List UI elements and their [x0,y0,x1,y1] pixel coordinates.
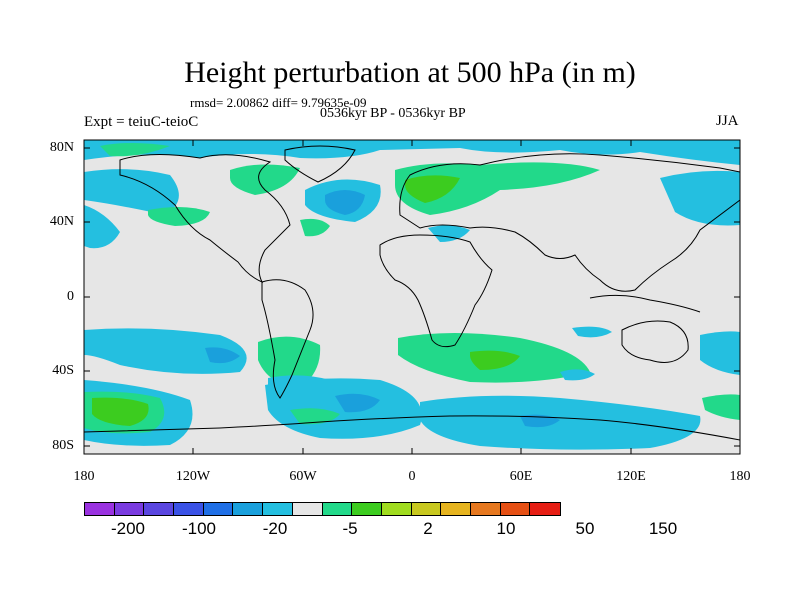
coastline-south-america [261,279,314,399]
y-tick-label: 0 [67,289,74,304]
colorbar-swatch [174,503,204,515]
period-label: 0536kyr BP - 0536kyr BP [320,106,466,121]
colorbar-swatch [85,503,115,515]
contour-cyan [700,331,740,375]
y-tick-label: 40N [49,214,74,229]
y-tick-label: 80N [49,140,74,155]
x-tick-label: 180 [73,469,95,484]
coastline-eurasia [399,153,740,292]
tick-marks [84,140,740,454]
coastline-greenland [284,145,356,183]
colorbar-label: 150 [648,519,678,538]
coastline-indonesia [589,294,701,313]
colorbar-swatch [144,503,175,515]
colorbar-swatch [381,503,412,515]
contour-cyan [84,169,179,215]
contour-cyan [428,225,470,242]
contour-blue [205,347,240,364]
colorbar-swatch [292,503,323,515]
contour-green [300,218,330,237]
colorbar-label: -100 [181,519,217,538]
coastline-africa [379,234,493,348]
colorbar-label: 2 [423,519,433,538]
colorbar-label: 10 [496,519,516,538]
contour-green [148,206,210,226]
x-tick-label: 120W [175,469,211,484]
x-tick-label: 120E [616,469,646,484]
map-title: Height perturbation at 500 hPa (in m) [184,56,636,89]
contour-cyan [84,140,740,165]
x-tick-label: 0 [408,469,416,484]
contour-green [702,394,740,420]
colorbar-label: -200 [110,519,146,538]
x-tick-label: 180 [729,469,751,484]
colorbar-swatch [411,503,442,515]
y-tick-label: 80S [52,438,74,453]
contour-green [470,350,520,370]
colorbar-swatch [114,503,145,515]
y-tick-label: 40S [52,363,74,378]
season-label: JJA [716,113,739,129]
experiment-label: Expt = teiuC-teioC [84,114,199,130]
coastlines [84,145,740,441]
contour-cyan [84,205,120,249]
stats-line: rmsd= 2.00862 diff= 9.79635e-09 [190,95,367,110]
coastline-north-america [119,153,291,283]
contour-cyan [420,395,701,450]
colorbar-swatch [500,503,531,515]
contour-cyan [660,170,740,226]
contour-green [92,397,149,426]
colorbar-swatch [352,503,382,515]
colorbar-swatch [470,503,501,515]
colorbar-label: -5 [342,519,358,538]
contour-cyan [84,328,247,374]
contour-green [230,164,300,195]
contour-green [100,143,170,157]
colorbar-swatch [233,503,264,515]
contour-cyan [560,369,595,381]
x-tick-label: 60E [509,469,533,484]
colorbar-label: 50 [575,519,595,538]
contour-green [405,175,460,203]
colorbar-swatch [530,503,560,515]
contour-blue [335,393,380,413]
colorbar-label: -20 [262,519,288,538]
contour-cyan [572,326,612,338]
contour-fields [84,140,740,450]
contour-green [395,162,600,215]
colorbar-swatch [322,503,353,515]
colorbar-swatch [263,503,293,515]
x-tick-label: 60W [289,469,317,484]
colorbar [84,502,561,516]
contour-green [290,408,340,425]
coastline-australia [621,320,689,363]
coastline-antarctica [84,415,740,441]
contour-blue [325,190,365,215]
colorbar-swatch [441,503,471,515]
colorbar-swatch [203,503,234,515]
